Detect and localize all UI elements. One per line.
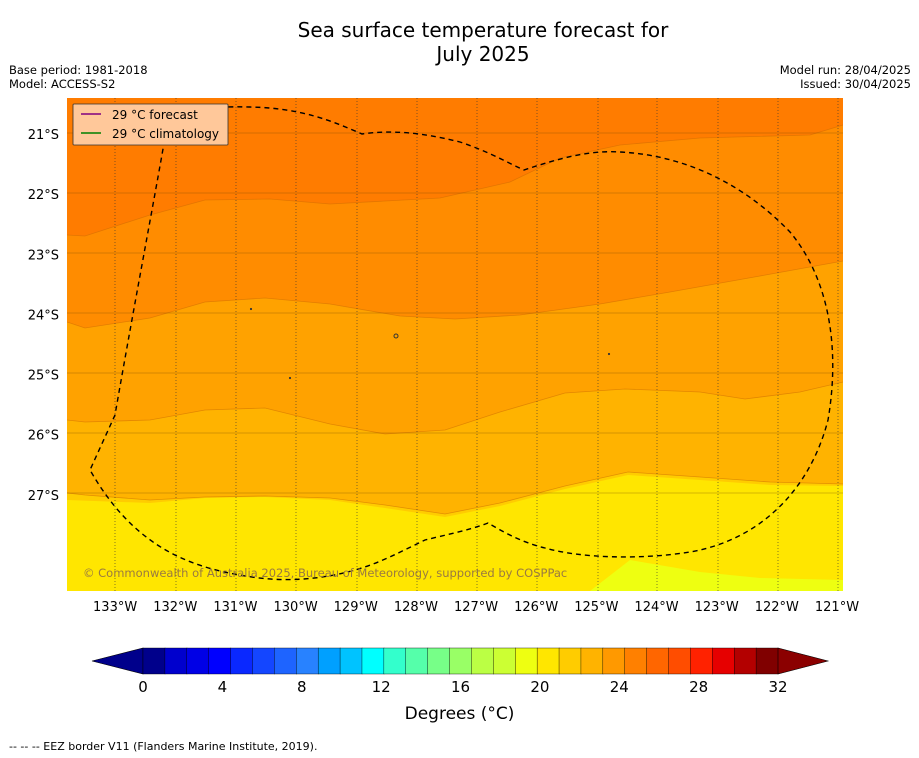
colorbar-segment (536, 647, 560, 675)
colorbar-segment (690, 647, 713, 675)
colorbar-segment (558, 647, 582, 675)
colorbar-segment (646, 647, 670, 675)
x-tick-label: 133°W (93, 600, 137, 615)
colorbar-label: Degrees (°C) (404, 704, 515, 724)
footer-note: -- -- -- EEZ border V11 (Flanders Marine… (9, 740, 318, 753)
y-tick-label: 26°S (28, 429, 59, 444)
colorbar-tick-label: 8 (297, 678, 307, 696)
colorbar-segment (361, 647, 385, 675)
colorbar-segment (296, 647, 319, 675)
colorbar-segment (208, 647, 232, 675)
colorbar-segment (580, 647, 604, 675)
colorbar-segment (449, 647, 472, 675)
model-name: Model: ACCESS-S2 (9, 77, 116, 91)
colorbar-segment (668, 647, 691, 675)
meta-right: Model run: 28/04/2025 Issued: 30/04/2025 (780, 63, 911, 91)
colorbar-segment (712, 647, 735, 675)
legend-box: 29 °C forecast 29 °C climatology (72, 103, 229, 146)
x-tick-label: 128°W (394, 600, 438, 615)
title-line-2: July 2025 (436, 42, 530, 66)
colorbar-segment (142, 647, 166, 675)
y-axis: 21°S 22°S 23°S 24°S 25°S 26°S 27°S (28, 128, 59, 504)
colorbar-segment (383, 647, 407, 675)
colorbar-tick-label: 28 (689, 678, 708, 696)
y-tick-label: 22°S (28, 188, 59, 203)
colorbar-tick-label: 4 (218, 678, 228, 696)
y-tick-label: 27°S (28, 489, 59, 504)
band-23-24 (67, 475, 843, 591)
issued-date: Issued: 30/04/2025 (800, 77, 911, 91)
colorbar-segment (471, 647, 494, 675)
x-tick-label: 127°W (454, 600, 498, 615)
meta-left: Base period: 1981-2018 Model: ACCESS-S2 (9, 63, 148, 91)
legend-climatology-label: 29 °C climatology (112, 127, 219, 141)
colorbar-tick-label: 16 (451, 678, 470, 696)
legend-forecast-label: 29 °C forecast (112, 108, 198, 122)
colorbar-segment (734, 647, 757, 675)
colorbar-segment (230, 647, 253, 675)
colorbar-segment (186, 647, 210, 675)
colorbar-tick-label: 24 (610, 678, 629, 696)
colorbar-segment (493, 647, 516, 675)
x-tick-label: 121°W (815, 600, 859, 615)
colorbar-segment (602, 647, 626, 675)
colorbar-segment (252, 647, 275, 675)
colorbar-segment (274, 647, 297, 675)
legend-background (72, 103, 229, 146)
gridlines (114, 98, 839, 591)
base-period: Base period: 1981-2018 (9, 63, 148, 77)
colorbar-tick-label: 12 (372, 678, 391, 696)
copyright-text: © Commonwealth of Australia 2025, Bureau… (83, 566, 567, 580)
y-tick-label: 24°S (28, 308, 59, 323)
x-tick-label: 125°W (574, 600, 618, 615)
colorbar-segment (624, 647, 648, 675)
colorbar-segment (755, 647, 779, 675)
y-tick-label: 21°S (28, 128, 59, 143)
y-tick-label: 23°S (28, 248, 59, 263)
colorbar-tick-label: 0 (138, 678, 148, 696)
chart-title: Sea surface temperature forecast for Jul… (0, 18, 919, 66)
x-tick-label: 122°W (755, 600, 799, 615)
band-22-23 (590, 560, 843, 591)
x-tick-label: 129°W (334, 600, 378, 615)
x-tick-label: 130°W (274, 600, 318, 615)
colorbar-under-arrow (91, 647, 144, 675)
title-line-1: Sea surface temperature forecast for (297, 18, 669, 42)
lat-lines (67, 132, 843, 494)
contour-lines (67, 124, 843, 515)
colorbar-segment (427, 647, 451, 675)
colorbar-tick-label: 32 (768, 678, 787, 696)
colorbar-segment (515, 647, 538, 675)
y-tick-label: 25°S (28, 369, 59, 384)
x-tick-label: 132°W (153, 600, 197, 615)
sst-map (67, 98, 843, 591)
model-run: Model run: 28/04/2025 (779, 63, 911, 77)
colorbar-over-arrow (777, 647, 830, 675)
colorbar-segment (339, 647, 363, 675)
colorbar: 0 4 8 12 16 20 24 28 32 (91, 647, 830, 696)
eez-border (89, 106, 834, 581)
x-axis: 133°W 132°W 131°W 130°W 129°W 128°W 127°W 126°W… (93, 600, 859, 615)
colorbar-segment (405, 647, 429, 675)
islands (249, 307, 611, 380)
x-tick-label: 131°W (213, 600, 257, 615)
x-tick-label: 124°W (634, 600, 678, 615)
x-tick-label: 126°W (514, 600, 558, 615)
x-tick-label: 123°W (695, 600, 739, 615)
colorbar-segment (164, 647, 188, 675)
colorbar-tick-label: 20 (530, 678, 549, 696)
colorbar-segment (317, 647, 341, 675)
